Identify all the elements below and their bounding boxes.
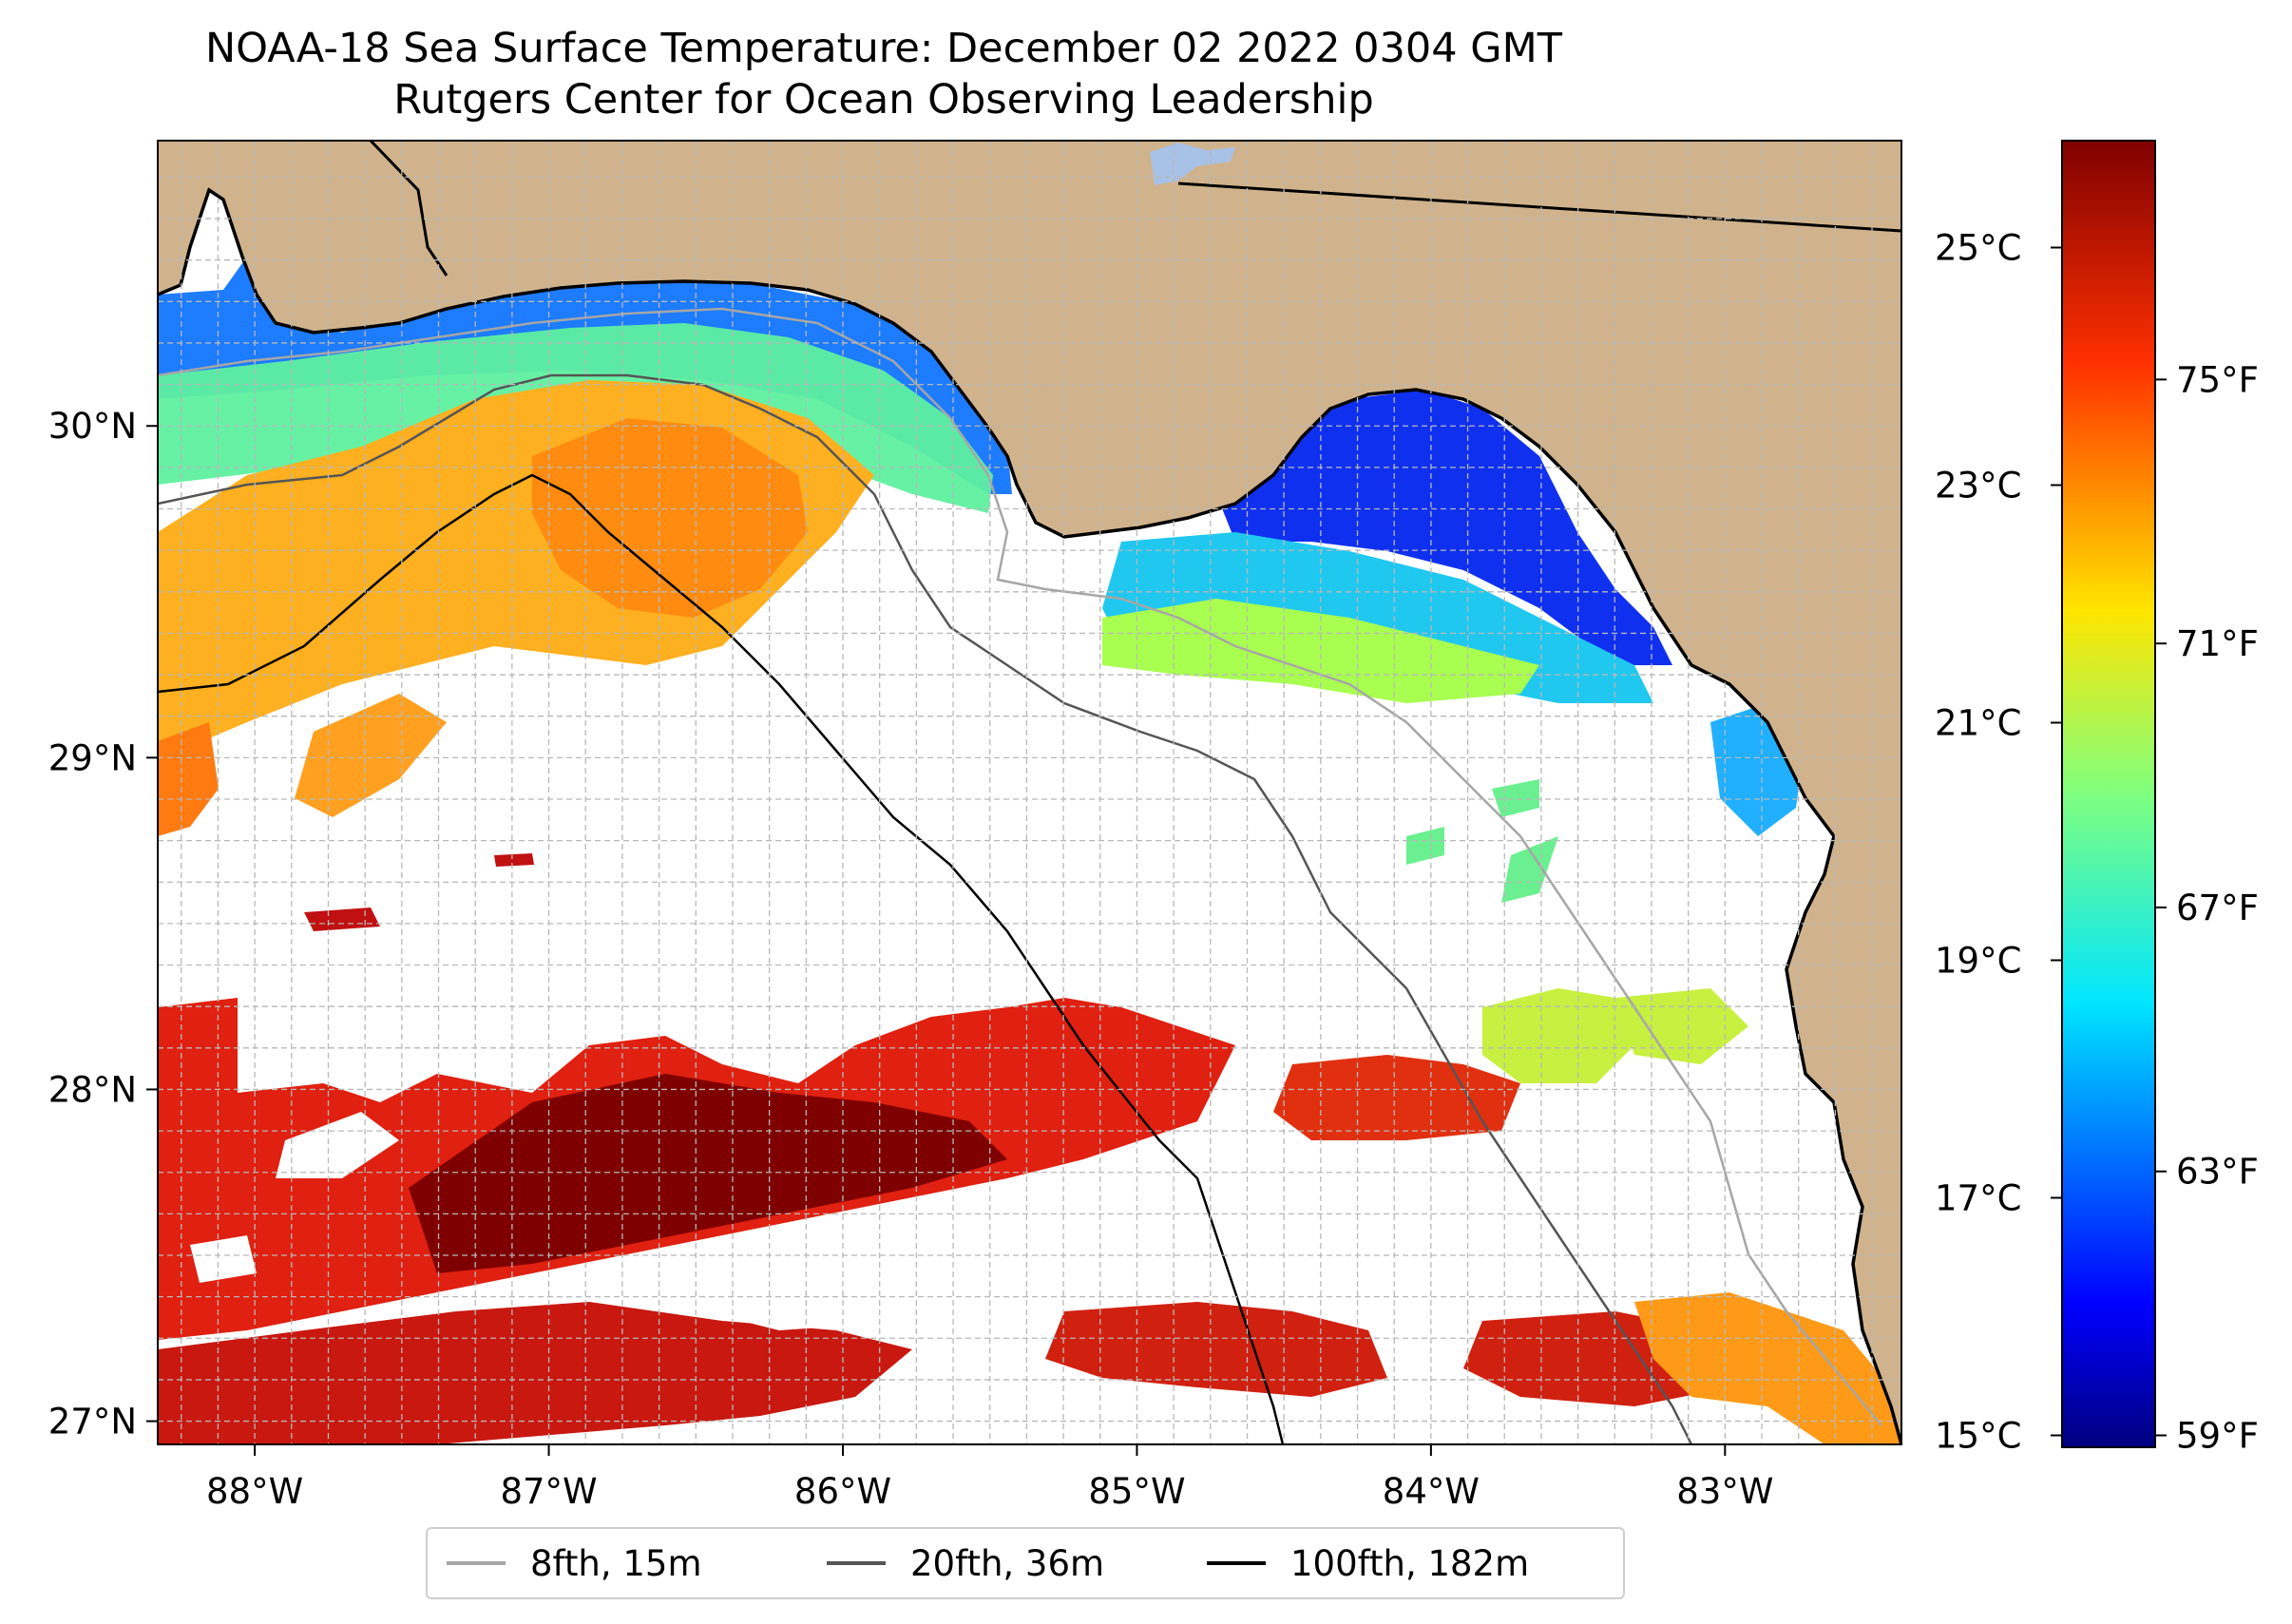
legend-label-8fth: 8fth, 15m — [530, 1542, 702, 1584]
lon-tick-label: 85°W — [1088, 1471, 1185, 1512]
celsius-tick-label: 21°C — [1935, 703, 2021, 744]
fahrenheit-tick-label: 75°F — [2176, 359, 2259, 400]
colorbar-celsius-ticks: 15°C 17°C 19°C 21°C 23°C 25°C — [1935, 228, 2062, 1457]
legend-entry-20fth: 20fth, 36m — [827, 1529, 1104, 1597]
contour-legend: 8fth, 15m 20fth, 36m 100fth, 182m — [426, 1527, 1625, 1599]
legend-swatch-20fth — [827, 1561, 886, 1565]
land-area — [158, 141, 1901, 1444]
fahrenheit-tick-label: 63°F — [2176, 1152, 2259, 1193]
sst-patch-south-floor — [158, 1302, 912, 1444]
legend-swatch-100fth — [1207, 1561, 1266, 1565]
celsius-tick-label: 25°C — [1935, 228, 2021, 269]
latitude-ticks: 27°N 28°N 29°N 30°N — [48, 406, 158, 1442]
celsius-tick-label: 17°C — [1935, 1178, 2021, 1219]
map-frame — [157, 140, 1902, 1445]
coastline — [158, 187, 1901, 1444]
sst-patch-south-darkred — [409, 1074, 1007, 1273]
lon-tick-label: 84°W — [1383, 1471, 1480, 1512]
sst-patch-red-strip — [304, 853, 534, 931]
fahrenheit-tick-label: 67°F — [2176, 888, 2259, 928]
contour-20fth — [158, 373, 1693, 1444]
lat-tick-label: 30°N — [48, 406, 137, 447]
sst-patch-orange-streak — [295, 694, 447, 817]
celsius-tick-label: 23°C — [1935, 466, 2021, 506]
celsius-tick-label: 19°C — [1935, 941, 2021, 982]
celsius-tick-label: 15°C — [1935, 1416, 2021, 1457]
contour-8fth — [158, 307, 1882, 1426]
cloud-gap-2 — [276, 1112, 399, 1178]
sst-patch-coastal-yellow — [1482, 988, 1748, 1083]
sst-patch-big-bend-blue — [1216, 390, 1672, 665]
lat-tick-label: 28°N — [48, 1069, 137, 1110]
legend-label-20fth: 20fth, 36m — [910, 1542, 1105, 1584]
lon-tick-label: 86°W — [794, 1471, 891, 1512]
cloud-gap-1 — [703, 1226, 1083, 1330]
fahrenheit-tick-label: 59°F — [2176, 1416, 2259, 1457]
legend-swatch-8fth — [447, 1561, 506, 1565]
contour-100fth — [158, 473, 1285, 1444]
sst-patch-orange-west — [158, 722, 219, 836]
lat-tick-label: 27°N — [48, 1402, 137, 1442]
colorbar-fahrenheit-ticks: 59°F 63°F 67°F 71°F 75°F — [2155, 359, 2259, 1457]
lon-tick-label: 83°W — [1676, 1471, 1773, 1512]
sst-patch-mid-green — [1406, 779, 1558, 903]
legend-entry-100fth: 100fth, 182m — [1207, 1529, 1529, 1597]
state-border-west — [369, 141, 449, 277]
lake — [1150, 143, 1235, 185]
legend-entry-8fth: 8fth, 15m — [447, 1529, 702, 1597]
longitude-ticks: 88°W 87°W 86°W 85°W 84°W 83°W — [206, 1444, 1773, 1512]
colorbar — [2061, 140, 2156, 1448]
lat-tick-label: 29°N — [48, 737, 137, 778]
lon-tick-label: 87°W — [500, 1471, 597, 1512]
map-title: NOAA-18 Sea Surface Temperature: Decembe… — [205, 25, 1562, 72]
legend-label-100fth: 100fth, 182m — [1290, 1542, 1530, 1584]
gridlines — [158, 141, 1901, 1444]
sst-patch-big-bend-green — [1102, 599, 1539, 703]
lon-tick-label: 88°W — [206, 1471, 303, 1512]
state-border — [1177, 182, 1901, 233]
cloud-gap-3 — [190, 1235, 257, 1283]
map-subtitle: Rutgers Center for Ocean Observing Leade… — [393, 76, 1374, 124]
sst-patch-south-mid — [1273, 1055, 1520, 1140]
fahrenheit-tick-label: 71°F — [2176, 623, 2259, 664]
